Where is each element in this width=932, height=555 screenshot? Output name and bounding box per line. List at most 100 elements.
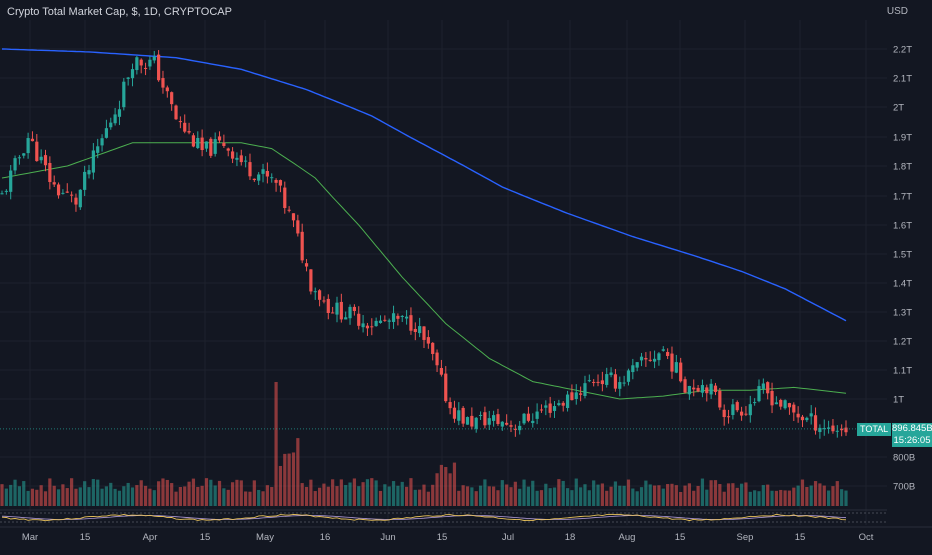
volume-bar: [718, 484, 722, 506]
volume-bar: [722, 491, 726, 506]
candle-body: [470, 415, 474, 427]
volume-bar: [826, 490, 831, 506]
volume-bar: [22, 481, 26, 506]
candle-body: [774, 402, 778, 405]
candle-body: [613, 374, 618, 389]
candle-body: [222, 142, 226, 146]
candle-body: [513, 428, 517, 430]
volume-bar: [13, 479, 17, 506]
volume-bar: [239, 480, 243, 506]
candle-body: [204, 141, 209, 149]
candle-body: [452, 407, 457, 419]
volume-bar: [139, 480, 143, 506]
candle-body: [78, 189, 82, 208]
volume-bar: [731, 483, 735, 506]
candle-body: [30, 138, 35, 142]
candle-body: [187, 131, 191, 133]
candle-body: [165, 87, 169, 92]
volume-bar: [374, 480, 378, 506]
candle-body: [270, 177, 274, 179]
volume-bar: [652, 485, 657, 506]
volume-bar: [544, 483, 548, 506]
candle-body: [422, 326, 426, 340]
y-tick-label: 1.7T: [893, 192, 912, 203]
volume-bar: [248, 491, 252, 506]
candle-body: [518, 425, 522, 431]
volume-bar: [705, 489, 709, 506]
candle-body: [378, 320, 383, 324]
ma-short-line: [1, 142, 847, 400]
volume-bar: [230, 482, 235, 506]
y-tick-label: 1.5T: [893, 250, 912, 261]
volume-bar: [748, 491, 752, 506]
candle-body: [135, 57, 139, 71]
candle-body: [805, 417, 809, 421]
candle-body: [461, 407, 465, 424]
y-tick-label: 2.2T: [893, 45, 912, 56]
candle-body: [726, 416, 731, 418]
volume-bar: [739, 483, 744, 506]
candle-body: [448, 402, 452, 409]
volume-bar: [213, 485, 217, 506]
candle-body: [35, 141, 39, 162]
x-tick-label: Oct: [859, 532, 874, 543]
volume-bar: [509, 487, 513, 506]
volume-bar: [648, 484, 652, 506]
volume-bar: [143, 485, 148, 506]
candle-body: [770, 390, 774, 406]
candle-body: [152, 56, 156, 61]
x-tick-label: May: [256, 532, 274, 543]
volume-bar: [126, 482, 130, 506]
y-tick-label: 2T: [893, 103, 904, 114]
volume-bar: [387, 486, 391, 506]
volume-bar: [535, 490, 539, 506]
candle-body: [639, 356, 644, 361]
volume-bar: [261, 491, 265, 506]
candle-body: [418, 326, 422, 334]
candle-body: [400, 315, 404, 317]
osc-main-line: [1, 513, 847, 522]
y-tick-label: 1.8T: [893, 162, 912, 173]
volume-bar: [618, 485, 622, 506]
x-tick-label: 15: [200, 532, 211, 543]
volume-bar: [666, 484, 670, 506]
candle-body: [331, 312, 335, 314]
volume-bar: [335, 486, 339, 506]
candle-body: [648, 359, 652, 361]
x-tick-label: 15: [795, 532, 806, 543]
candle-body: [113, 114, 117, 124]
candle-body: [143, 67, 148, 69]
volume-bar: [339, 479, 343, 506]
volume-bar: [683, 485, 687, 506]
candle-body: [670, 353, 674, 372]
volume-bar: [48, 478, 52, 506]
candle-body: [548, 403, 552, 413]
candle-body: [696, 387, 700, 392]
volume-bar: [435, 473, 439, 506]
volume-bar: [774, 490, 778, 506]
volume-bar: [613, 481, 618, 506]
volume-bar: [0, 484, 4, 506]
candle-body: [565, 394, 570, 409]
candle-body: [666, 352, 670, 356]
y-tick-label: 1.3T: [893, 308, 912, 319]
candle-body: [579, 393, 583, 395]
candle-body: [170, 92, 174, 105]
volume-bar: [783, 490, 787, 506]
candle-body: [313, 291, 317, 293]
volume-bar: [461, 485, 465, 506]
volume-bar: [753, 490, 757, 506]
volume-bar: [274, 382, 278, 506]
volume-bar: [779, 489, 783, 506]
candle-body: [652, 358, 657, 362]
volume-bar: [257, 489, 261, 506]
volume-bar: [365, 479, 370, 506]
candle-body: [692, 387, 696, 390]
volume-bar: [696, 485, 700, 506]
candle-body: [200, 137, 204, 151]
volume-bar: [252, 480, 256, 506]
candle-body: [661, 349, 665, 351]
volume-bar: [487, 486, 491, 506]
